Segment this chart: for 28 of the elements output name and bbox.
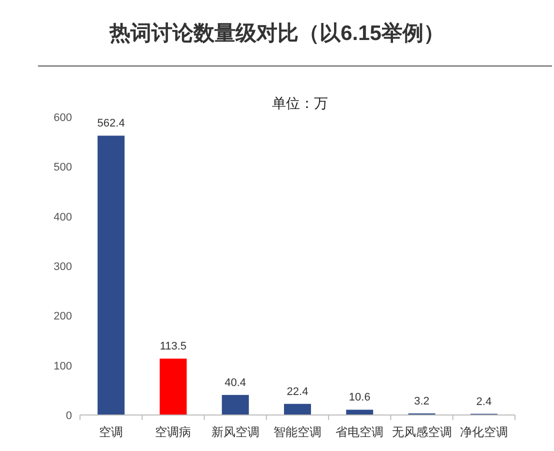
y-tick-label: 200 [54,310,72,323]
y-tick-label: 100 [54,360,72,372]
bar [160,358,187,415]
data-label: 2.4 [476,396,492,408]
bar [346,410,374,415]
bar [284,404,311,415]
text: 单位：万 [272,95,328,111]
x-tick-label: 净化空调 [460,425,508,439]
data-label: 40.4 [224,376,246,389]
x-tick-label: 省电空调 [336,425,384,439]
data-label: 113.5 [160,340,187,353]
data-label: 22.4 [286,386,308,398]
y-tick-label: 400 [54,211,72,224]
x-tick-label: 空调 [99,425,124,439]
x-tick-label: 新风空调 [211,425,260,439]
bar [98,136,125,415]
data-label: 10.6 [348,392,370,404]
y-tick-label: 500 [54,162,72,174]
chart-title: 热词讨论数量级对比（以6.15举例） [108,21,444,45]
x-tick-label: 无风感空调 [392,425,452,439]
data-label: 562.4 [97,118,125,130]
x-tick-label: 空调病 [155,425,192,439]
y-tick-label: 0 [66,410,72,422]
bar [222,394,249,415]
y-tick-label: 300 [54,261,72,273]
x-tick-label: 智能空调 [274,425,322,439]
y-tick-label: 600 [54,112,72,124]
data-label: 3.2 [414,395,430,408]
